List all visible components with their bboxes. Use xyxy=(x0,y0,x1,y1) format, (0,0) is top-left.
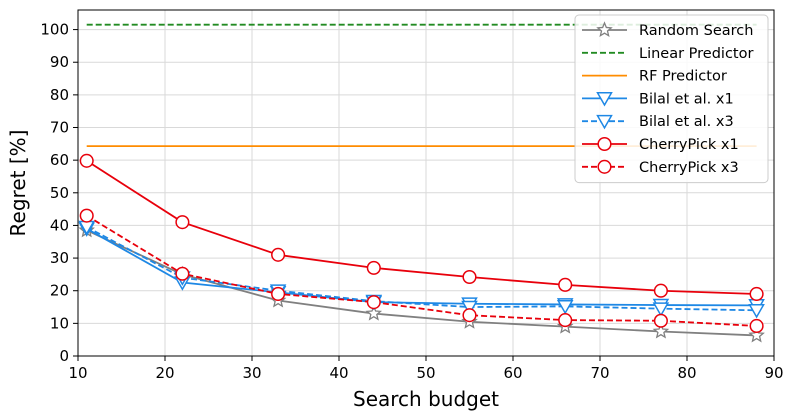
y-tick-label: 100 xyxy=(40,21,69,39)
x-tick-label: 80 xyxy=(677,364,696,382)
legend-label-linear-predictor: Linear Predictor xyxy=(639,46,753,62)
data-point-cherrypick-x1 xyxy=(271,247,286,262)
data-point-cherrypick-x3 xyxy=(653,313,668,328)
data-point-random-search xyxy=(652,322,670,339)
legend-entry-random-search: Random Search xyxy=(582,21,753,39)
data-point-bilal-et-al-x3 xyxy=(556,300,574,315)
x-axis-title: Search budget xyxy=(353,387,499,411)
series-line-bilal-et-al-x1 xyxy=(86,227,757,307)
legend-label-bilal-et-al-x1: Bilal et al. x1 xyxy=(639,91,734,107)
legend-label-cherrypick-x3: CherryPick x3 xyxy=(639,160,739,176)
y-axis-title: Regret [%] xyxy=(6,130,30,237)
legend-entry-rf-predictor: RF Predictor xyxy=(582,69,727,85)
legend-entry-cherrypick-x3: CherryPick x3 xyxy=(582,159,739,176)
series-line-bilal-et-al-x3 xyxy=(86,226,757,312)
legend-entry-cherrypick-x1: CherryPick x1 xyxy=(582,136,739,153)
y-tick-label: 30 xyxy=(50,249,69,267)
grid xyxy=(77,10,775,357)
data-point-cherrypick-x1 xyxy=(653,283,668,298)
x-tick-label: 50 xyxy=(416,364,435,382)
data-point-cherrypick-x1 xyxy=(558,277,573,292)
y-tick-label: 0 xyxy=(59,347,69,365)
legend-label-random-search: Random Search xyxy=(639,23,753,39)
legend-entry-linear-predictor: Linear Predictor xyxy=(582,46,753,62)
x-tick-label: 30 xyxy=(242,364,261,382)
data-point-cherrypick-x3 xyxy=(558,313,573,328)
data-point-cherrypick-x3 xyxy=(462,308,477,323)
y-tick-label: 60 xyxy=(50,151,69,169)
legend-entry-bilal-et-al-x1: Bilal et al. x1 xyxy=(582,91,734,107)
data-point-bilal-et-al-x3 xyxy=(748,303,765,319)
legend-marker-bilal-et-al-x3 xyxy=(596,114,613,130)
x-tick-label: 60 xyxy=(503,364,522,382)
y-tick-label: 80 xyxy=(50,86,69,104)
x-tick-label: 90 xyxy=(764,364,783,382)
data-point-cherrypick-x3 xyxy=(366,295,381,310)
data-point-cherrypick-x1 xyxy=(749,286,764,302)
data-point-cherrypick-x3 xyxy=(175,266,190,281)
legend-marker-random-search xyxy=(596,21,613,38)
x-tick-label: 10 xyxy=(68,364,87,382)
x-tick-label: 20 xyxy=(155,364,174,382)
series-cherrypick-x3 xyxy=(79,208,764,334)
data-point-cherrypick-x1 xyxy=(175,215,190,230)
data-point-cherrypick-x1 xyxy=(79,153,94,168)
y-tick-label: 90 xyxy=(50,53,69,71)
y-tick-label: 50 xyxy=(50,184,69,202)
data-point-bilal-et-al-x3 xyxy=(652,302,670,317)
y-tick-label: 70 xyxy=(50,119,69,137)
legend-label-cherrypick-x1: CherryPick x1 xyxy=(639,137,739,153)
series-line-cherrypick-x3 xyxy=(86,214,757,327)
x-tick-label: 40 xyxy=(329,364,348,382)
legend-label-bilal-et-al-x3: Bilal et al. x3 xyxy=(639,114,734,130)
data-point-bilal-et-al-x3 xyxy=(461,300,478,316)
legend-marker-cherrypick-x1 xyxy=(597,136,612,152)
y-tick-label: 20 xyxy=(50,282,69,300)
legend-label-rf-predictor: RF Predictor xyxy=(639,69,727,85)
series-cherrypick-x1 xyxy=(79,153,764,302)
data-point-random-search xyxy=(365,304,383,321)
legend-box xyxy=(574,14,769,184)
y-tick-label: 40 xyxy=(50,216,69,234)
data-point-cherrypick-x3 xyxy=(749,318,764,334)
legend-marker-cherrypick-x3 xyxy=(597,159,612,174)
data-point-cherrypick-x3 xyxy=(79,208,94,223)
data-point-cherrypick-x3 xyxy=(271,286,286,302)
legend-marker-bilal-et-al-x1 xyxy=(596,92,613,107)
data-point-cherrypick-x1 xyxy=(366,260,381,275)
data-point-random-search xyxy=(748,326,765,343)
legend: Random Search Linear Predictor RF Predicto… xyxy=(574,14,769,184)
legend-entry-bilal-et-al-x3: Bilal et al. x3 xyxy=(582,114,734,130)
series-line-random-search xyxy=(86,229,757,337)
data-point-cherrypick-x1 xyxy=(462,269,477,285)
y-tick-label: 10 xyxy=(50,314,69,332)
x-tick-label: 70 xyxy=(590,364,609,382)
series-line-cherrypick-x1 xyxy=(86,160,757,295)
